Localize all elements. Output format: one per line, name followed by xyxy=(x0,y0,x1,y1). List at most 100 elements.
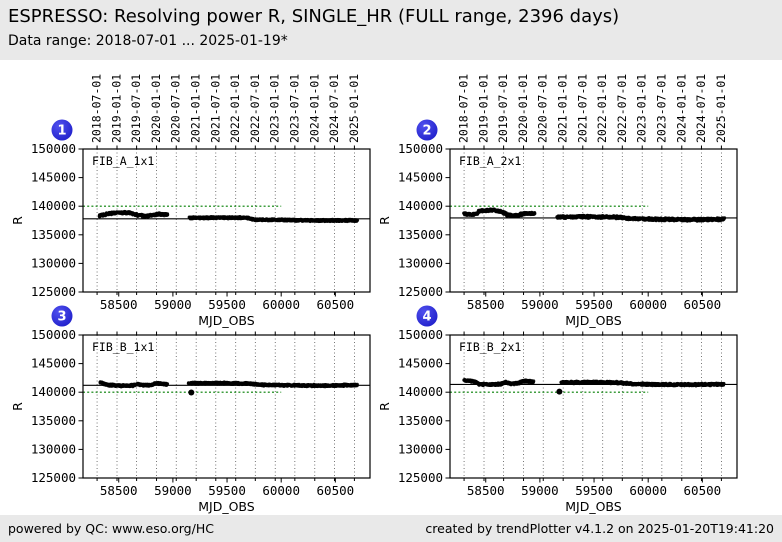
badge-number: 2 xyxy=(422,124,431,139)
data-range-subtitle: Data range: 2018-07-01 ... 2025-01-19* xyxy=(8,33,288,49)
x-tick-label: 60500 xyxy=(684,297,722,312)
y-axis-label: R xyxy=(377,216,392,225)
badge-number: 3 xyxy=(57,310,66,325)
x-tick-label: 58500 xyxy=(467,483,505,498)
x-tick-label: 60500 xyxy=(684,483,722,498)
x-tick-label: 59500 xyxy=(208,297,246,312)
y-tick-label: 140000 xyxy=(398,384,443,399)
scatter-series xyxy=(462,207,727,223)
y-tick-label: 130000 xyxy=(398,441,443,456)
panel-title: FIB_A_1x1 xyxy=(92,154,154,168)
date-tick-label: 2024-07-01 xyxy=(694,74,708,143)
x-tick-label: 60000 xyxy=(629,483,667,498)
date-tick-label: 2019-07-01 xyxy=(129,74,143,143)
outlier-point xyxy=(188,389,195,396)
date-tick-label: 2025-01-01 xyxy=(714,74,728,143)
date-tick-label: 2023-01-01 xyxy=(635,74,649,143)
date-tick-label: 2022-01-01 xyxy=(228,74,242,143)
x-axis-label: MJD_OBS xyxy=(565,313,622,328)
y-tick-label: 135000 xyxy=(31,413,76,428)
y-tick-label: 150000 xyxy=(31,327,76,342)
panel-fib_b_2x1: 125000 130000 135000 140000 145000 150000 5850… xyxy=(377,327,738,514)
x-tick-label: 60000 xyxy=(262,297,300,312)
date-tick-label: 2021-07-01 xyxy=(208,74,222,143)
panel-fib_a_2x1: 2018-07-01 2019-01-01 2019-07-01 2020-01-01… xyxy=(377,74,738,328)
x-axis-label: MJD_OBS xyxy=(198,499,255,514)
x-tick-label: 58500 xyxy=(100,483,138,498)
header: ESPRESSO: Resolving power R, SINGLE_HR (… xyxy=(0,0,782,60)
panel-badge-4[interactable]: 4 xyxy=(416,305,438,327)
date-tick-label: 2020-01-01 xyxy=(516,74,530,143)
badge-circle[interactable] xyxy=(416,119,438,141)
y-tick-label: 145000 xyxy=(398,356,443,371)
x-tick-label: 59000 xyxy=(521,483,559,498)
x-tick-label: 60000 xyxy=(262,483,300,498)
y-tick-label: 150000 xyxy=(398,327,443,342)
panel-fib_b_1x1: 125000 130000 135000 140000 145000 150000 5850… xyxy=(10,327,371,514)
panel-title: FIB_B_2x1 xyxy=(459,340,521,354)
y-tick-label: 145000 xyxy=(31,356,76,371)
badge-circle[interactable] xyxy=(51,119,73,141)
x-tick-label: 59500 xyxy=(575,483,613,498)
date-tick-label: 2022-07-01 xyxy=(615,74,629,143)
panel-badge-2[interactable]: 2 xyxy=(416,119,438,141)
x-tick-label: 59500 xyxy=(575,297,613,312)
y-tick-label: 145000 xyxy=(31,170,76,185)
y-tick-label: 150000 xyxy=(398,141,443,156)
panel-title: FIB_B_1x1 xyxy=(92,340,154,354)
scatter-series xyxy=(98,380,359,389)
y-tick-label: 135000 xyxy=(398,227,443,242)
x-tick-label: 60500 xyxy=(317,483,355,498)
date-tick-label: 2020-07-01 xyxy=(536,74,550,143)
date-tick-label: 2018-07-01 xyxy=(90,74,104,143)
date-tick-label: 2019-01-01 xyxy=(477,74,491,143)
badge-circle[interactable] xyxy=(416,305,438,327)
date-tick-label: 2019-07-01 xyxy=(496,74,510,143)
y-axis-label: R xyxy=(377,402,392,411)
panel-frame xyxy=(449,148,738,293)
x-tick-label: 59000 xyxy=(154,483,192,498)
panel-badge-1[interactable]: 1 xyxy=(51,119,73,141)
x-tick-label: 60000 xyxy=(629,297,667,312)
x-tick-label: 59000 xyxy=(521,297,559,312)
footer-powered-by: powered by QC: www.eso.org/HC xyxy=(8,521,214,536)
date-tick-label: 2021-01-01 xyxy=(189,74,203,143)
y-tick-label: 125000 xyxy=(31,284,76,299)
badge-number: 1 xyxy=(57,124,66,139)
footer-created-by: created by trendPlotter v4.1.2 on 2025-0… xyxy=(425,521,774,536)
y-tick-label: 125000 xyxy=(31,470,76,485)
y-axis-label: R xyxy=(10,402,25,411)
date-tick-label: 2023-01-01 xyxy=(268,74,282,143)
date-tick-label: 2022-07-01 xyxy=(248,74,262,143)
x-tick-label: 59500 xyxy=(208,483,246,498)
date-tick-label: 2018-07-01 xyxy=(457,74,471,143)
badge-circle[interactable] xyxy=(51,305,73,327)
outlier-point xyxy=(556,388,563,395)
panel-badge-3[interactable]: 3 xyxy=(51,305,73,327)
trend-plots-canvas: 2018-07-01 2019-01-01 2019-07-01 2020-01-01… xyxy=(10,74,738,514)
date-tick-label: 2021-01-01 xyxy=(556,74,570,143)
x-axis-label: MJD_OBS xyxy=(565,499,622,514)
date-tick-label: 2024-01-01 xyxy=(674,74,688,143)
y-tick-label: 130000 xyxy=(31,441,76,456)
panel-title: FIB_A_2x1 xyxy=(459,154,521,168)
date-tick-label: 2020-01-01 xyxy=(149,74,163,143)
y-tick-label: 140000 xyxy=(31,198,76,213)
panel-frame xyxy=(82,148,371,293)
x-axis-label: MJD_OBS xyxy=(198,313,255,328)
panel-fib_a_1x1: 2018-07-01 2019-01-01 2019-07-01 2020-01-01… xyxy=(10,74,371,328)
panel-frame xyxy=(82,334,371,479)
badge-number: 4 xyxy=(422,310,431,325)
x-tick-label: 58500 xyxy=(467,297,505,312)
y-tick-label: 125000 xyxy=(398,284,443,299)
date-tick-label: 2025-01-01 xyxy=(347,74,361,143)
y-tick-label: 140000 xyxy=(398,198,443,213)
y-tick-label: 145000 xyxy=(398,170,443,185)
plots-figure: 2018-07-01 2019-01-01 2019-07-01 2020-01-01… xyxy=(0,60,782,515)
scatter-series xyxy=(462,378,726,388)
y-tick-label: 135000 xyxy=(31,227,76,242)
x-tick-label: 58500 xyxy=(100,297,138,312)
footer: powered by QC: www.eso.org/HC created by… xyxy=(0,515,782,542)
date-tick-label: 2023-07-01 xyxy=(654,74,668,143)
